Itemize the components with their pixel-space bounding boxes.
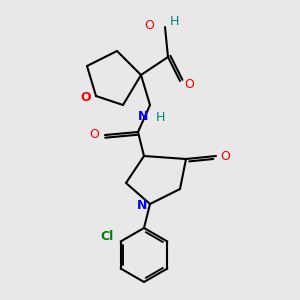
Text: O: O xyxy=(145,19,154,32)
Text: H: H xyxy=(169,14,179,28)
Text: H: H xyxy=(156,111,165,124)
Text: O: O xyxy=(184,77,194,91)
Text: Cl: Cl xyxy=(100,230,114,244)
Text: O: O xyxy=(90,128,99,142)
Text: N: N xyxy=(136,199,147,212)
Text: O: O xyxy=(80,91,91,104)
Text: N: N xyxy=(138,110,148,122)
Text: O: O xyxy=(220,149,230,163)
